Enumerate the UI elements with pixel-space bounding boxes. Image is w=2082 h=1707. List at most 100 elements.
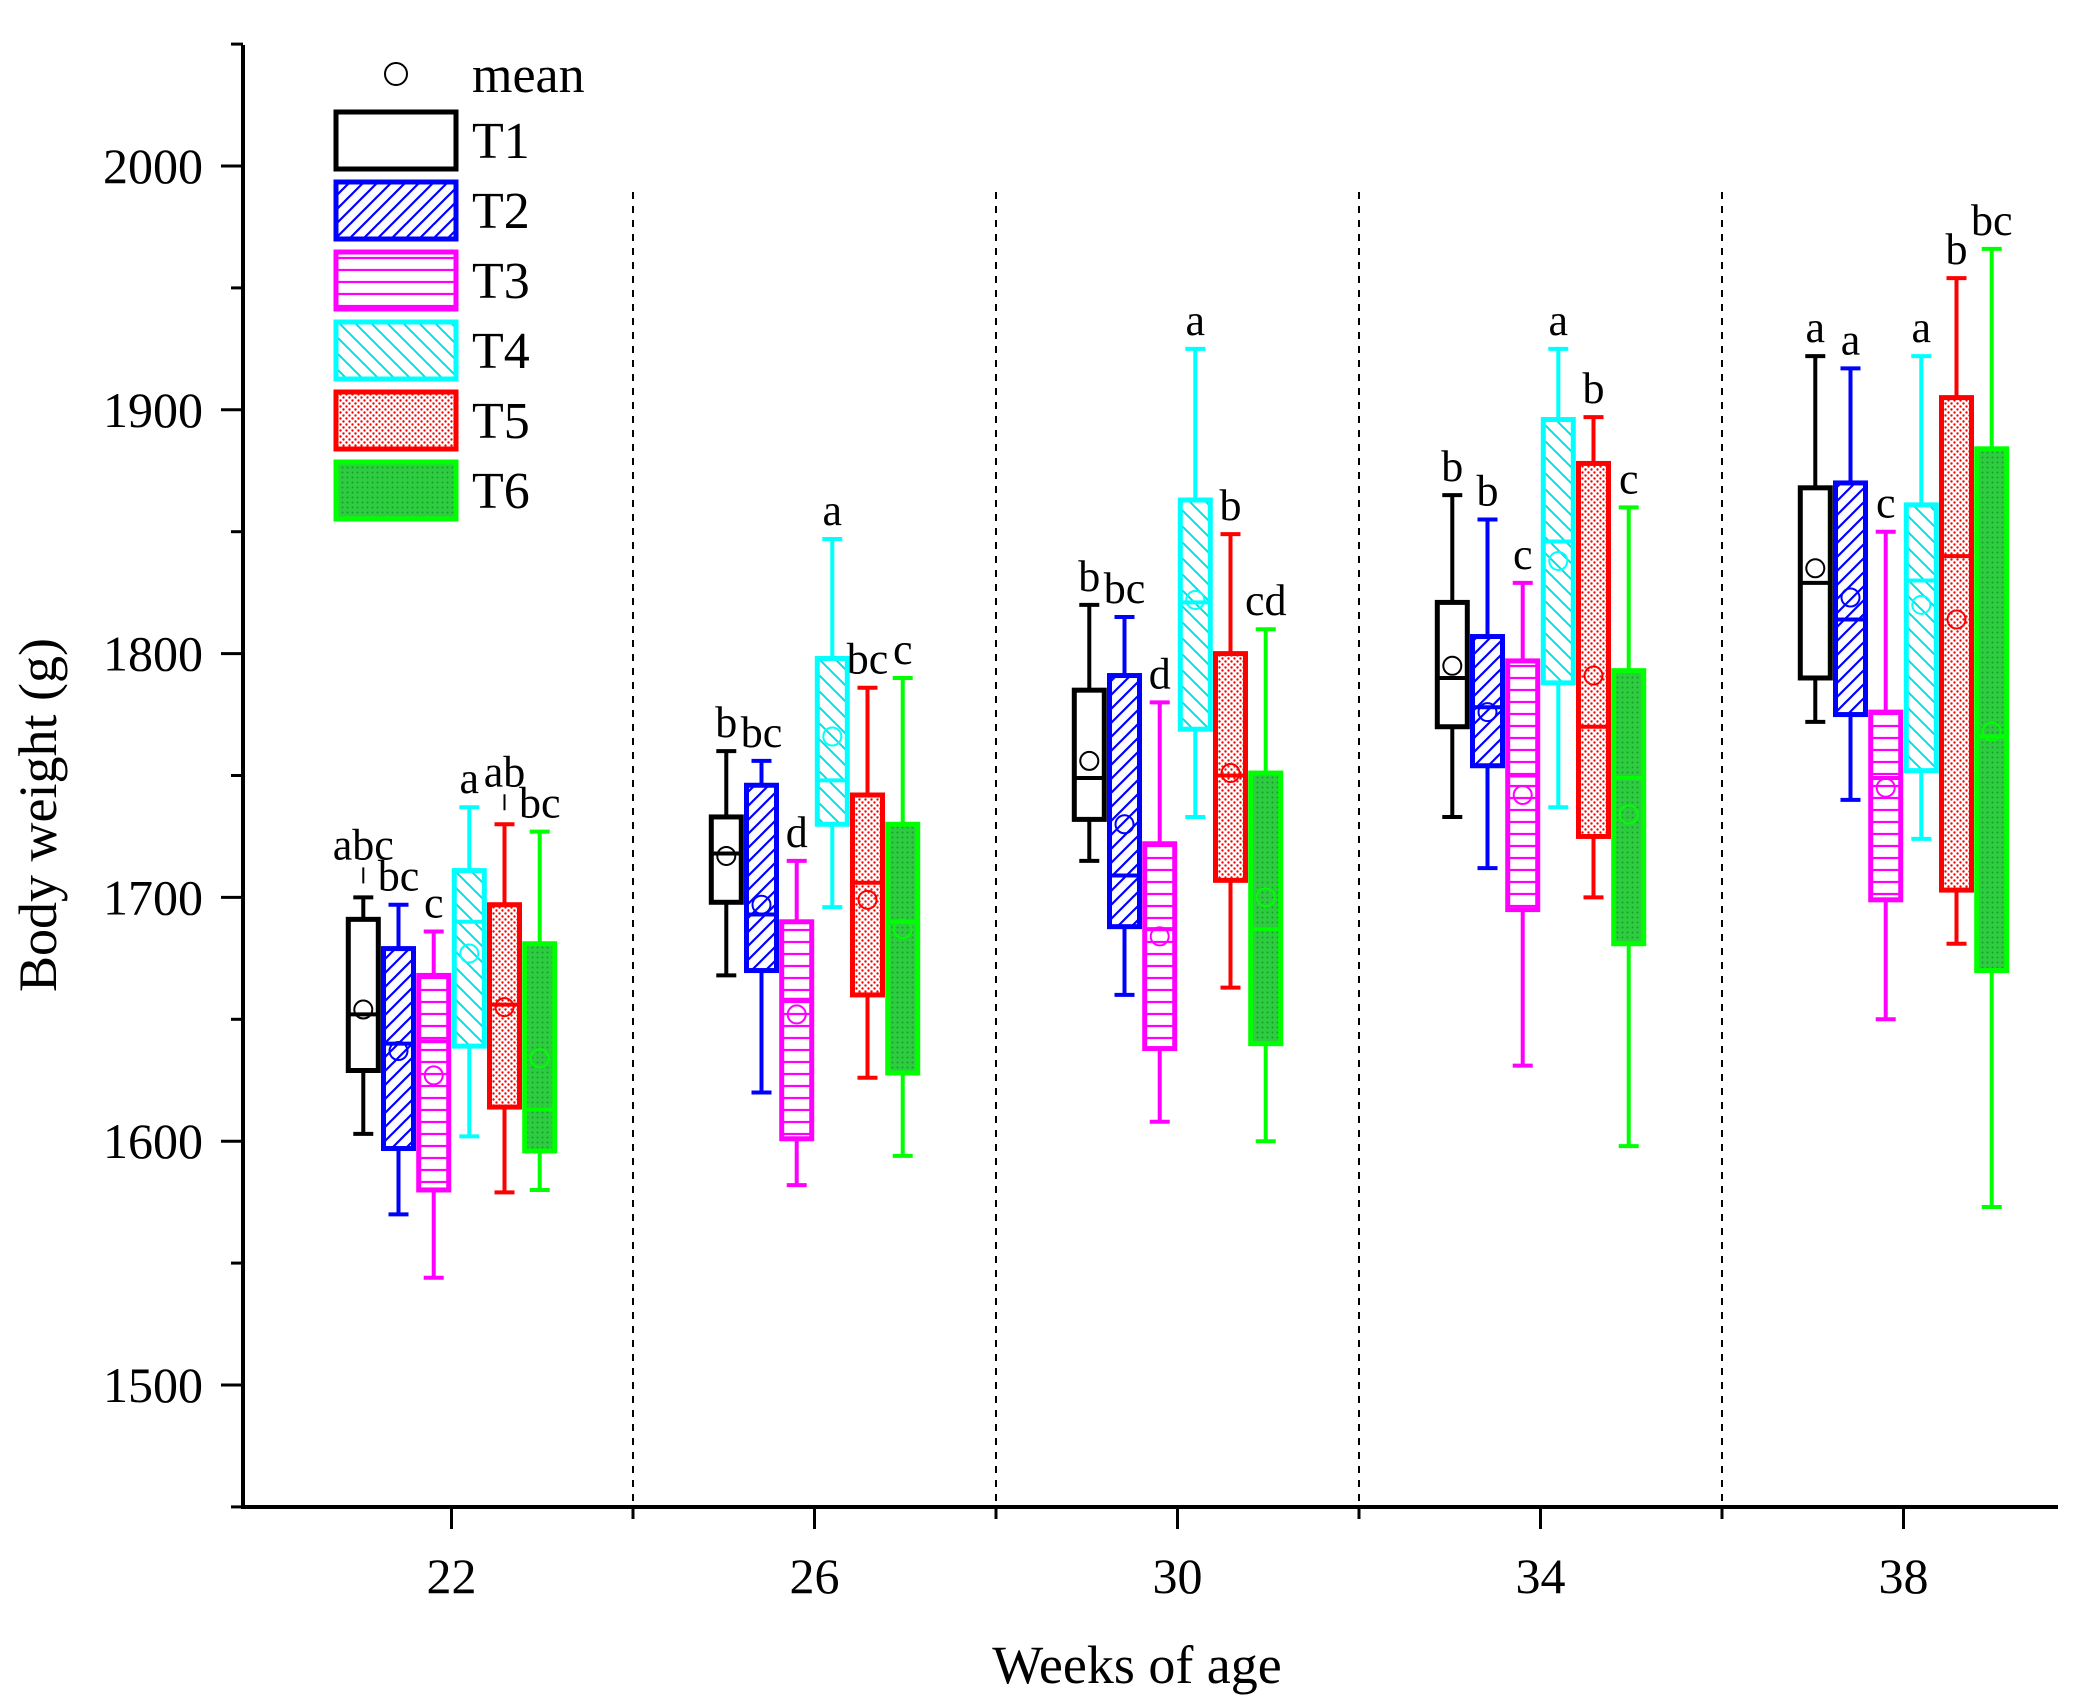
significance-label: a: [1912, 303, 1932, 352]
legend-label: T5: [472, 393, 530, 450]
x-axis-title: Weeks of age: [992, 1635, 1282, 1695]
box-t2-week-26: bc: [741, 708, 783, 1095]
legend-label: T3: [472, 253, 530, 310]
box-t2-week-34: b: [1470, 467, 1506, 871]
iqr-box: [1903, 502, 1939, 774]
significance-label: a: [1806, 303, 1826, 352]
mean-marker: [1477, 702, 1498, 723]
mean-marker: [1981, 721, 2002, 742]
iqr-box: [885, 821, 921, 1076]
box-t3-week-34: c: [1505, 530, 1541, 1068]
iqr-box: [345, 916, 381, 1073]
iqr-box: [1107, 673, 1143, 930]
significance-label: ab: [484, 747, 526, 796]
y-tick-label: 1600: [103, 1113, 203, 1169]
y-tick-label: 1900: [103, 382, 203, 438]
significance-label: c: [893, 625, 913, 674]
box-t1-week-26: b: [708, 698, 744, 978]
y-tick-label: 1800: [103, 626, 203, 682]
legend-swatch: [333, 249, 459, 312]
box-t4-week-30: a: [1177, 296, 1213, 819]
significance-label: c: [1619, 454, 1639, 503]
box-t5-week-26: bc: [847, 635, 888, 1080]
box-t1-week-38: a: [1797, 303, 1833, 724]
mean-marker: [459, 943, 480, 964]
box-t5-week-30: b: [1212, 481, 1248, 990]
mean-marker: [1946, 609, 1967, 630]
mean-marker: [1840, 587, 1861, 608]
box-t6-week-26: c: [885, 625, 921, 1158]
iqr-box: [1611, 668, 1647, 947]
box-t3-week-22: c: [416, 879, 452, 1280]
legend-swatch: [333, 389, 459, 452]
mean-marker: [1618, 804, 1639, 825]
legend-mean-entry: mean: [384, 47, 585, 104]
significance-label: a: [460, 754, 480, 803]
box-t3-week-38: c: [1868, 479, 1904, 1022]
mean-marker: [1512, 785, 1533, 806]
mean-marker: [1220, 763, 1241, 784]
mean-marker: [716, 845, 737, 866]
box-t4-week-34: a: [1540, 296, 1576, 810]
legend-swatch: [333, 319, 459, 382]
mean-marker: [1255, 887, 1276, 908]
box-t2-week-22: bc: [378, 852, 419, 1217]
box-t3-week-26: d: [779, 808, 815, 1188]
mean-marker: [353, 999, 374, 1020]
mean-marker: [1185, 589, 1206, 610]
iqr-box: [1575, 460, 1611, 839]
box-t5-week-38: b: [1938, 225, 1974, 946]
iqr-box: [1071, 687, 1107, 822]
y-tick-label: 1700: [103, 869, 203, 925]
mean-marker: [892, 919, 913, 940]
mean-marker: [388, 1040, 409, 1061]
iqr-box: [1938, 395, 1974, 893]
legend-swatch: [333, 109, 459, 172]
iqr-box: [1248, 770, 1284, 1047]
x-tick-label: 38: [1879, 1548, 1929, 1604]
legend-entry-t1: T1: [333, 109, 530, 172]
iqr-box: [416, 972, 452, 1193]
group-separators: [632, 192, 1723, 1507]
significance-label: d: [1149, 649, 1171, 698]
significance-label: bc: [1971, 196, 2013, 245]
y-tick-label: 1500: [103, 1357, 203, 1413]
iqr-box: [779, 919, 815, 1142]
iqr-box: [1212, 651, 1248, 883]
box-t1-week-34: b: [1434, 442, 1470, 819]
iqr-box: [1833, 480, 1869, 718]
significance-label: b: [1945, 225, 1967, 274]
significance-label: bc: [741, 708, 783, 757]
significance-label: a: [1841, 315, 1861, 364]
iqr-box: [744, 782, 780, 974]
legend-mean-marker: [384, 62, 408, 86]
legend-label: T4: [472, 323, 530, 380]
box-t3-week-30: d: [1142, 649, 1178, 1124]
significance-label: c: [424, 879, 444, 928]
significance-label: b: [1477, 467, 1499, 516]
mean-marker: [1583, 665, 1604, 686]
mean-marker: [786, 1004, 807, 1025]
legend-entry-t2: T2: [333, 179, 530, 242]
iqr-box: [849, 792, 885, 998]
mean-marker: [1079, 750, 1100, 771]
mean-marker: [529, 1048, 550, 1069]
mean-marker: [423, 1065, 444, 1086]
significance-label: d: [786, 808, 808, 857]
box-t6-week-34: c: [1611, 454, 1647, 1149]
iqr-box: [708, 814, 744, 905]
mean-marker: [1875, 777, 1896, 798]
box-t6-week-30: cd: [1245, 576, 1286, 1144]
significance-label: b: [1078, 552, 1100, 601]
box-t2-week-30: bc: [1104, 564, 1145, 997]
significance-label: a: [1186, 296, 1206, 345]
legend-entry-t6: T6: [333, 459, 530, 522]
legend-entry-t4: T4: [333, 319, 530, 382]
iqr-box: [1177, 497, 1213, 732]
significance-label: abc: [333, 820, 394, 869]
significance-label: bc: [519, 779, 561, 828]
